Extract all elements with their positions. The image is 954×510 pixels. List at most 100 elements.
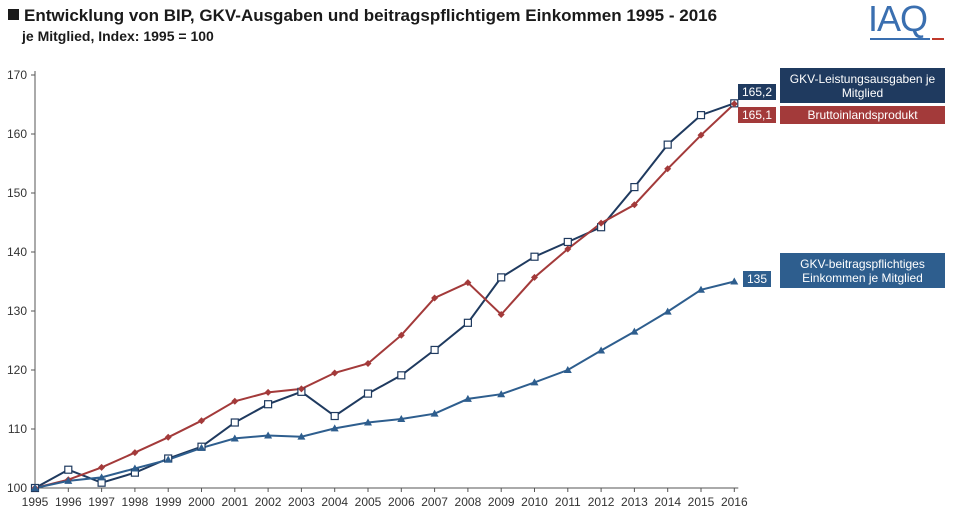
data-point-triangle: [630, 327, 639, 335]
x-tick-label: 2001: [221, 495, 248, 509]
x-tick-label: 2016: [721, 495, 748, 509]
data-point-square: [497, 273, 506, 282]
data-point-triangle: [31, 484, 39, 491]
end-value-leistungsausgaben: 165,2: [738, 84, 776, 100]
x-tick-label: 1996: [55, 495, 82, 509]
data-point-diamond: [164, 433, 172, 441]
legend-einkommen: GKV-beitragspflichtiges Einkommen je Mit…: [780, 253, 945, 288]
x-tick-label: 2015: [688, 495, 715, 509]
data-point-square: [563, 237, 572, 247]
data-point-triangle: [597, 346, 606, 354]
y-tick-label: 120: [7, 363, 27, 377]
y-tick-label: 110: [8, 422, 27, 436]
data-point-square: [363, 389, 373, 398]
logo-text: IAQ: [868, 0, 928, 39]
data-point-diamond: [464, 279, 472, 287]
chart-subtitle: je Mitglied, Index: 1995 = 100: [22, 28, 214, 44]
data-point-diamond: [98, 463, 106, 471]
x-tick-label: 2004: [321, 495, 348, 509]
data-point-triangle: [697, 285, 705, 293]
data-point-triangle: [397, 414, 406, 422]
data-point-triangle: [563, 366, 572, 373]
data-point-diamond: [131, 449, 139, 457]
data-point-triangle: [97, 473, 106, 481]
x-tick-label: 1999: [155, 495, 182, 509]
x-tick-label: 2013: [621, 495, 648, 509]
data-point-diamond: [730, 100, 738, 108]
x-tick-label: 2010: [521, 495, 548, 509]
x-tick-label: 2008: [455, 495, 482, 509]
data-point-diamond: [264, 388, 272, 396]
data-point-square: [230, 418, 239, 427]
data-point-diamond: [664, 165, 672, 173]
end-value-bip: 165,1: [738, 107, 776, 123]
legend-leistungsausgaben: GKV-Leistungsausgaben je Mitglied: [780, 68, 945, 103]
data-point-triangle: [197, 443, 206, 451]
data-point-diamond: [397, 331, 405, 339]
data-point-diamond: [198, 417, 205, 425]
data-point-triangle: [530, 378, 539, 386]
data-point-triangle: [430, 409, 439, 417]
x-tick-label: 2012: [588, 495, 615, 509]
legend-bip: Bruttoinlandsprodukt: [780, 106, 945, 124]
data-point-triangle: [330, 424, 339, 432]
data-point-diamond: [531, 273, 538, 281]
x-tick-label: 2006: [388, 495, 415, 509]
x-tick-label: 2005: [355, 495, 382, 509]
x-tick-label: 2002: [255, 495, 282, 509]
data-point-triangle: [264, 431, 273, 439]
data-point-diamond: [364, 360, 372, 368]
y-tick-label: 160: [7, 127, 27, 141]
x-tick-label: 2003: [288, 495, 315, 509]
y-tick-label: 170: [7, 68, 27, 82]
data-point-square: [397, 371, 406, 380]
data-point-square: [463, 318, 472, 327]
data-point-square: [530, 252, 539, 261]
x-tick-label: 2011: [555, 495, 581, 509]
data-point-triangle: [497, 390, 506, 398]
data-point-diamond: [331, 369, 339, 377]
data-point-diamond: [697, 131, 705, 139]
data-point-diamond: [297, 385, 305, 393]
data-point-square: [630, 183, 639, 192]
end-value-einkommen: 135: [743, 271, 771, 287]
data-point-diamond: [630, 201, 638, 209]
data-point-diamond: [497, 311, 505, 319]
x-tick-label: 2009: [488, 495, 515, 509]
data-point-square: [64, 465, 73, 474]
title-square-icon: [8, 9, 19, 20]
data-point-triangle: [130, 464, 139, 472]
series-line-1: [34, 103, 735, 489]
data-point-square: [264, 400, 273, 409]
data-point-triangle: [297, 432, 306, 440]
data-point-diamond: [597, 219, 605, 227]
y-tick-label: 100: [7, 481, 27, 495]
chart-title-text: Entwicklung von BIP, GKV-Ausgaben und be…: [24, 6, 718, 25]
x-tick-label: 1997: [88, 495, 115, 509]
y-tick-label: 130: [7, 304, 27, 318]
data-point-square: [430, 345, 439, 355]
y-tick-label: 150: [7, 186, 27, 200]
logo-underline-blue: [870, 38, 930, 40]
x-tick-label: 2014: [654, 495, 681, 509]
x-tick-label: 2000: [188, 495, 215, 509]
iaq-logo: IAQ: [868, 0, 948, 44]
data-point-square: [663, 140, 672, 149]
y-tick-label: 140: [7, 245, 27, 259]
data-point-diamond: [231, 397, 239, 405]
logo-underline-red: [932, 38, 944, 40]
data-point-triangle: [730, 277, 739, 285]
data-point-square: [330, 411, 339, 421]
data-point-diamond: [431, 294, 439, 302]
data-point-triangle: [164, 455, 173, 463]
x-tick-label: 1995: [22, 495, 49, 509]
chart-title: Entwicklung von BIP, GKV-Ausgaben und be…: [8, 6, 717, 26]
data-point-triangle: [364, 418, 372, 426]
data-point-diamond: [564, 245, 572, 253]
x-tick-label: 2007: [421, 495, 448, 509]
data-point-triangle: [463, 394, 472, 402]
data-point-square: [696, 111, 706, 120]
x-tick-label: 1998: [122, 495, 149, 509]
data-point-triangle: [64, 476, 73, 484]
